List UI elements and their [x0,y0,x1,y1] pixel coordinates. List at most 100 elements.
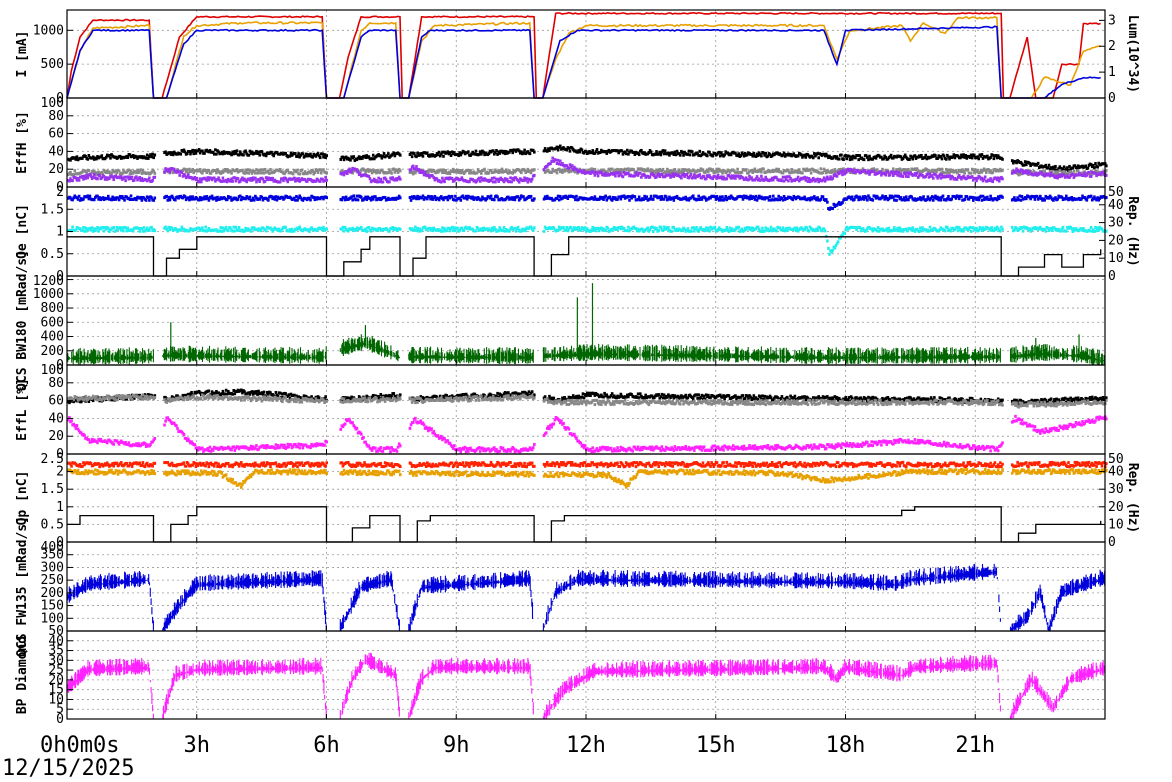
data-point [978,175,982,179]
data-point [258,197,261,201]
data-point [258,153,261,157]
data-point [87,169,91,173]
data-point [355,168,359,172]
data-point [69,177,72,181]
data-point [153,171,157,175]
data-point [550,159,553,163]
data-point [308,196,311,200]
data-point [874,170,878,174]
data-point [116,196,120,200]
data-point [927,175,931,179]
data-point [554,158,558,162]
data-point [433,178,437,182]
data-point [901,156,905,160]
data-point [991,153,995,157]
data-point [1043,169,1046,173]
data-point [121,172,124,176]
data-point [316,152,320,156]
data-point [614,168,617,172]
data-point [313,170,317,174]
data-point [605,151,609,155]
data-point [419,153,423,157]
data-point [1052,165,1055,169]
data-point [526,167,530,171]
data-point [591,149,595,153]
data-point [944,167,948,171]
data-point [887,226,891,230]
data-point [482,150,485,154]
data-point [897,171,900,175]
left-axis-label: QCS BW180 [mRad/s] [15,250,30,391]
data-point [672,174,676,178]
data-point [86,157,90,161]
data-point [1024,163,1028,167]
data-point [450,176,454,180]
data-point [720,151,723,155]
data-point [943,229,947,233]
data-point [220,150,224,154]
data-point [252,169,256,173]
data-point [593,151,597,155]
data-point [557,162,561,166]
data-point [733,174,736,178]
data-point [908,157,911,161]
data-point [816,152,819,156]
data-point [497,170,500,174]
data-point [790,168,793,172]
data-point [139,178,143,182]
data-point [523,168,526,172]
data-point [135,175,138,179]
data-point [459,198,463,202]
data-point [961,168,964,172]
data-point [1057,167,1061,171]
ytick-right-label: 3 [1108,13,1116,28]
data-point [620,149,624,153]
data-point [927,169,931,173]
data-point [121,195,124,199]
data-point [294,152,297,156]
data-point [962,169,965,173]
data-point [198,168,202,172]
data-point [497,179,500,183]
data-point [508,150,511,154]
data-point [698,149,702,153]
data-point [733,169,736,173]
data-point [864,154,868,158]
data-point [267,176,270,180]
data-point [467,150,470,154]
data-point [669,169,672,173]
data-point [842,167,845,171]
data-point [940,173,944,177]
data-point [523,148,526,152]
data-point [427,170,430,174]
data-point [904,195,908,199]
data-point [966,168,970,172]
data-point [274,195,278,199]
data-point [621,175,625,179]
data-point [517,180,521,184]
data-point [681,150,684,154]
data-point [187,173,190,177]
data-point [716,170,720,174]
data-point [297,152,300,156]
data-point [139,168,143,172]
data-point [1040,171,1043,175]
ytick-label: 100 [41,96,64,111]
data-point [112,226,116,230]
data-point [272,195,276,199]
data-point [391,176,394,180]
data-point [164,167,167,171]
data-point [682,153,685,157]
data-point [752,151,756,155]
data-point [271,176,274,180]
data-point [774,169,777,173]
data-point [264,154,268,158]
data-point [344,155,348,159]
data-point [542,229,546,233]
data-point [511,151,514,155]
data-point [847,154,851,158]
data-point [377,176,380,180]
data-point [189,195,192,199]
data-point [367,155,371,159]
data-point [136,168,139,172]
